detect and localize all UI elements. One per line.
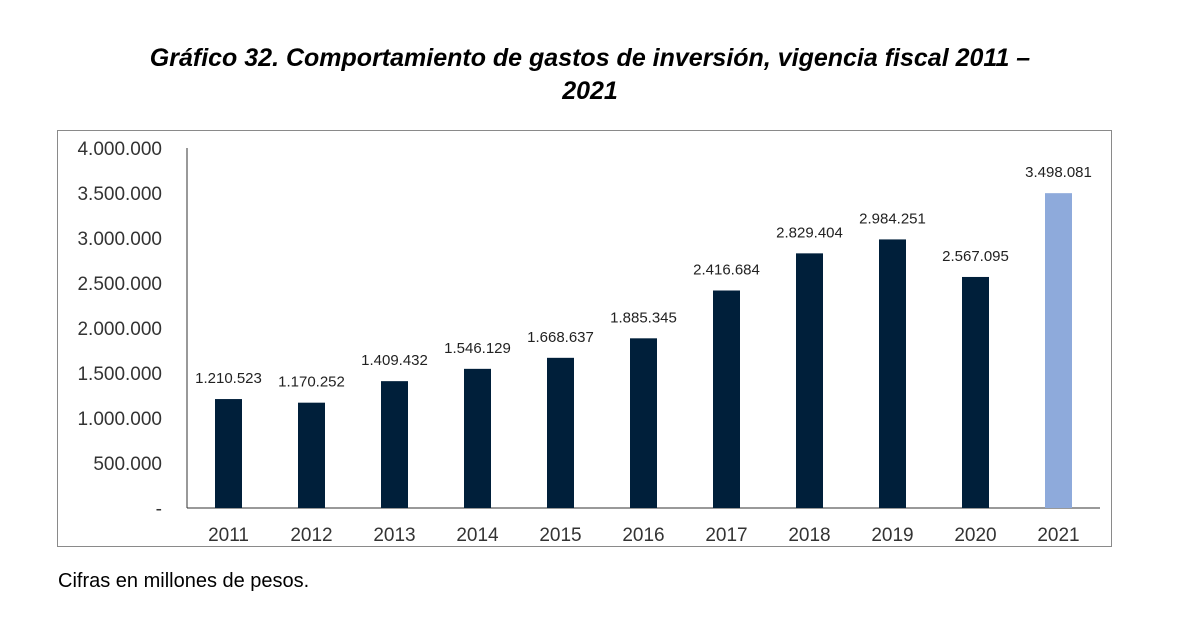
bar (547, 357, 574, 508)
data-label: 1.668.637 (527, 329, 594, 346)
y-tick-label: 4.000.000 (77, 139, 162, 160)
chart-title-line1: Gráfico 32. Comportamiento de gastos de … (149, 44, 1031, 72)
data-label: 2.829.404 (776, 224, 843, 241)
x-tick-label: 2019 (871, 525, 913, 546)
y-tick-label: - (156, 499, 162, 520)
data-label: 1.210.523 (195, 370, 262, 387)
y-tick-label: 2.000.000 (77, 319, 162, 340)
data-label: 2.984.251 (859, 210, 926, 227)
x-tick-label: 2011 (208, 525, 249, 546)
x-tick-label: 2013 (373, 525, 415, 546)
bar (381, 381, 408, 508)
chart-frame (57, 130, 1112, 547)
bar (713, 290, 740, 508)
bar (464, 368, 491, 508)
x-tick-label: 2016 (622, 525, 664, 546)
x-tick-label: 2012 (290, 525, 332, 546)
data-label: 2.416.684 (693, 261, 760, 278)
x-tick-label: 2017 (705, 525, 747, 546)
data-label: 3.498.081 (1025, 164, 1092, 181)
chart-title-line2: 2021 (562, 77, 618, 105)
data-label: 1.170.252 (278, 374, 345, 391)
data-label: 1.885.345 (610, 309, 677, 326)
data-label: 2.567.095 (942, 248, 1009, 265)
x-tick-label: 2020 (954, 525, 996, 546)
y-tick-label: 1.500.000 (77, 364, 162, 385)
chart-title: Gráfico 32. Comportamiento de gastos de … (40, 42, 1140, 108)
bar (962, 276, 989, 508)
bar (879, 239, 906, 508)
chart-note: Cifras en millones de pesos. (58, 570, 310, 592)
bar (630, 338, 657, 508)
x-tick-label: 2014 (456, 525, 499, 546)
bar (796, 253, 823, 508)
data-label: 1.409.432 (361, 352, 428, 369)
bar (1045, 193, 1072, 508)
y-tick-label: 1.000.000 (77, 409, 162, 430)
x-tick-label: 2021 (1037, 525, 1079, 546)
y-tick-label: 3.500.000 (77, 184, 162, 205)
x-tick-label: 2018 (788, 525, 830, 546)
data-label: 1.546.129 (444, 340, 511, 357)
bar (298, 402, 325, 508)
y-tick-label: 3.000.000 (77, 229, 162, 250)
y-tick-label: 2.500.000 (77, 274, 162, 295)
y-tick-label: 500.000 (93, 454, 162, 475)
bar (215, 399, 242, 508)
x-tick-label: 2015 (539, 525, 581, 546)
